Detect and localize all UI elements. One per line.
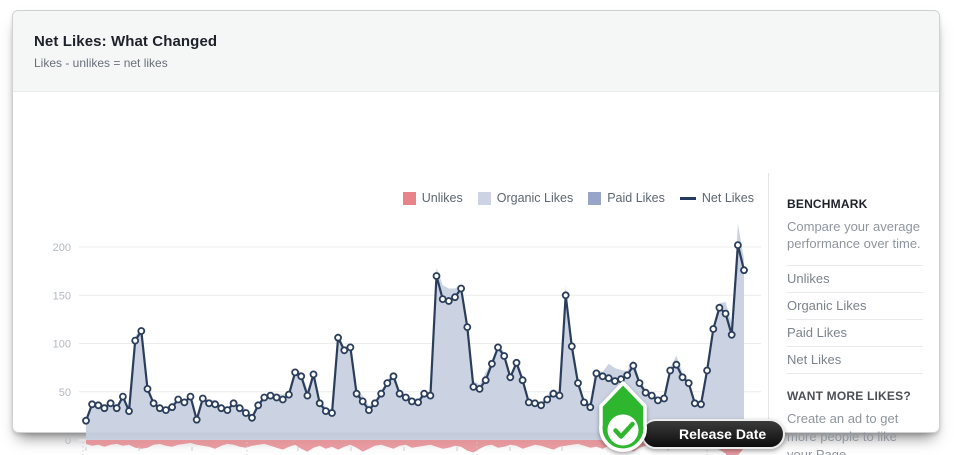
organic-likes-swatch-icon bbox=[477, 191, 491, 205]
card-body: Unlikes Organic Likes Paid Likes Net Lik… bbox=[13, 92, 941, 455]
svg-text:200: 200 bbox=[53, 242, 71, 254]
page-subtitle: Likes - unlikes = net likes bbox=[34, 56, 168, 70]
net-likes-line-icon bbox=[679, 196, 696, 200]
want-more-likes-description: Create an ad to get more people to like … bbox=[787, 411, 899, 455]
net-likes-card: Net Likes: What Changed Likes - unlikes … bbox=[12, 10, 941, 455]
want-more-likes-title: WANT MORE LIKES? bbox=[787, 389, 911, 403]
benchmark-sidebar: BENCHMARK Compare your average performan… bbox=[768, 173, 941, 455]
chart-legend: Unlikes Organic Likes Paid Likes Net Lik… bbox=[402, 191, 754, 205]
benchmark-description: Compare your average performance over ti… bbox=[787, 219, 921, 251]
legend-item-paid-likes[interactable]: Paid Likes bbox=[588, 191, 665, 205]
release-date-tooltip[interactable]: Release Date bbox=[641, 419, 786, 449]
legend-label: Unlikes bbox=[421, 191, 463, 205]
benchmark-title: BENCHMARK bbox=[787, 197, 868, 211]
benchmark-item-paid-likes[interactable]: Paid Likes bbox=[787, 319, 923, 346]
release-date-check-badge-icon[interactable] bbox=[591, 380, 655, 455]
legend-item-net-likes[interactable]: Net Likes bbox=[679, 191, 754, 205]
release-date-label: Release Date bbox=[679, 426, 767, 442]
legend-label: Net Likes bbox=[701, 191, 754, 205]
net-likes-area-chart[interactable]: 050100150200AUGSEPOCTNOV1118250815222906… bbox=[13, 173, 768, 455]
unlikes-swatch-icon bbox=[402, 191, 416, 205]
svg-text:150: 150 bbox=[53, 290, 71, 302]
svg-text:0: 0 bbox=[65, 435, 71, 447]
legend-item-organic-likes[interactable]: Organic Likes bbox=[477, 191, 574, 205]
paid-likes-swatch-icon bbox=[588, 191, 602, 205]
benchmark-item-unlikes[interactable]: Unlikes bbox=[787, 265, 923, 292]
page-title: Net Likes: What Changed bbox=[34, 33, 218, 50]
card-header: Net Likes: What Changed Likes - unlikes … bbox=[13, 11, 939, 92]
svg-text:50: 50 bbox=[59, 387, 71, 399]
legend-label: Organic Likes bbox=[496, 191, 574, 205]
benchmark-list: Unlikes Organic Likes Paid Likes Net Lik… bbox=[787, 265, 923, 374]
benchmark-item-net-likes[interactable]: Net Likes bbox=[787, 346, 923, 374]
legend-label: Paid Likes bbox=[607, 191, 665, 205]
benchmark-item-organic-likes[interactable]: Organic Likes bbox=[787, 292, 923, 319]
svg-text:100: 100 bbox=[53, 339, 71, 351]
legend-item-unlikes[interactable]: Unlikes bbox=[402, 191, 463, 205]
